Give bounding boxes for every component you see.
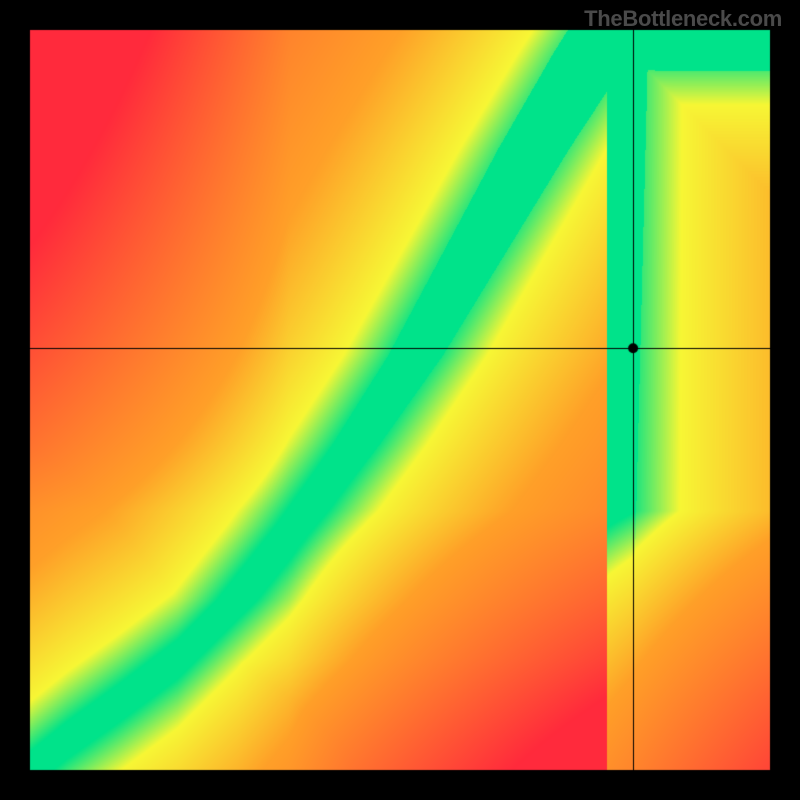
watermark-text: TheBottleneck.com (584, 6, 782, 32)
bottleneck-heatmap (0, 0, 800, 800)
